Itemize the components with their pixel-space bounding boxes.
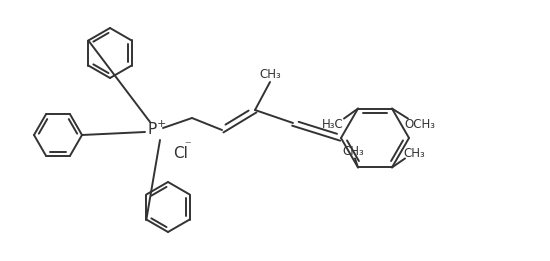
- Text: ⁻: ⁻: [184, 139, 190, 152]
- Text: Cl: Cl: [173, 145, 188, 161]
- Text: CH₃: CH₃: [259, 68, 281, 81]
- Text: +: +: [156, 119, 166, 129]
- Text: OCH₃: OCH₃: [404, 118, 436, 131]
- Text: CH₃: CH₃: [403, 147, 425, 160]
- Text: P: P: [147, 122, 157, 138]
- Text: H₃C: H₃C: [322, 118, 344, 131]
- Text: CH₃: CH₃: [342, 145, 364, 158]
